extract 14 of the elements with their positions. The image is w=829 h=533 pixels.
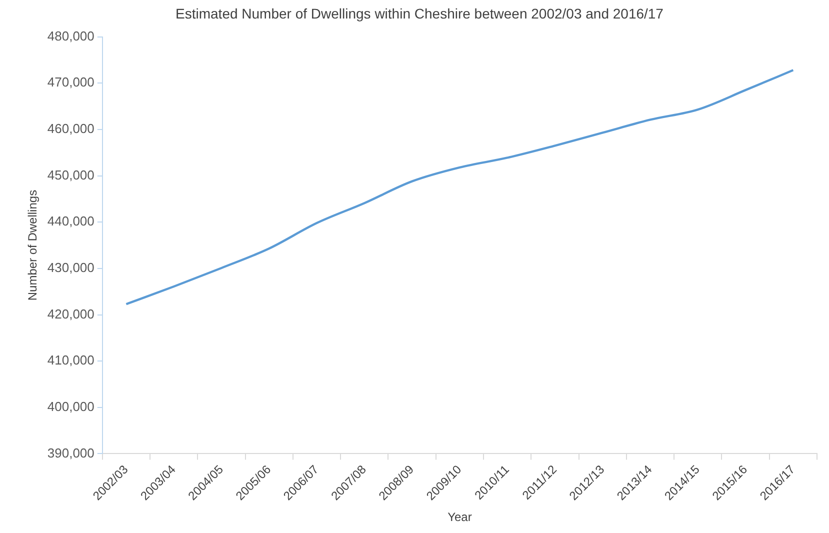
y-tick-label: 480,000 — [47, 28, 94, 44]
y-tick-label: 440,000 — [47, 214, 94, 229]
y-tick-label: 470,000 — [47, 74, 94, 90]
y-tick-label: 450,000 — [47, 167, 94, 182]
y-tick-label: 400,000 — [47, 398, 94, 414]
y-tick-label: 410,000 — [47, 352, 94, 368]
line-series — [125, 69, 794, 306]
y-axis-title: Number of Dwellings — [26, 190, 40, 301]
y-tick-label: 430,000 — [47, 260, 94, 276]
chart-title: Estimated Number of Dwellings within Cheshire between 2002/03 and 2016/17 — [176, 5, 664, 22]
y-tick-label: 460,000 — [47, 121, 94, 136]
x-axis-title: Year — [448, 510, 472, 524]
y-tick-label: 420,000 — [47, 306, 94, 322]
y-tick-label: 390,000 — [47, 445, 94, 460]
